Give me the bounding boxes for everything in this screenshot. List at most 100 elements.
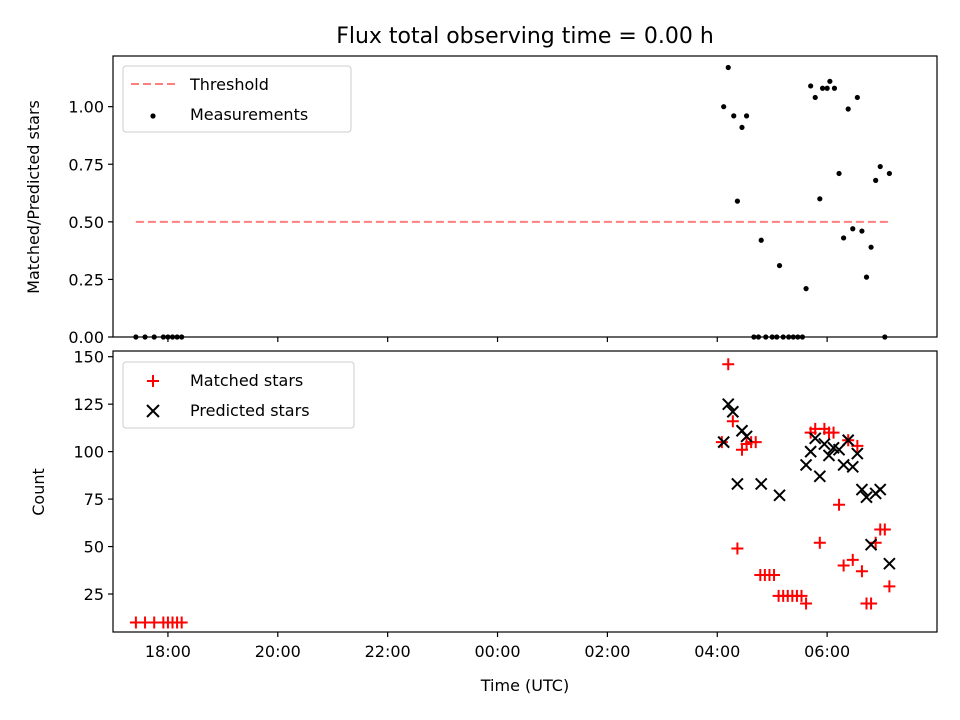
predicted-star-point [755,477,768,491]
measurement-point [743,113,750,119]
measurement-point [863,274,870,280]
top-legend-box [122,65,352,133]
matched-star-point [865,597,878,610]
predicted-star-point [841,434,855,447]
predicted-star-point [804,445,817,458]
matched-star-point [883,580,896,593]
matched-star-point [846,553,859,566]
predicted-star-point [864,538,878,551]
measurement-point [845,106,851,112]
y-tick-label: 0.25 [68,270,104,289]
x-tick-label: 22:00 [365,642,411,661]
matched-star-point [795,589,808,602]
measurement-point [854,94,860,101]
y-tick-label: 0.50 [68,213,104,232]
legend-predicted-label: Predicted stars [190,401,310,420]
bottom-legend: Matched stars Predicted stars [122,361,355,429]
bottom-plot-points [129,358,896,629]
y-tick-label: 50 [84,538,104,557]
predicted-star-point [740,430,753,443]
predicted-star-point [832,443,846,456]
x-tick-label: 02:00 [584,642,630,661]
x-tick-label: 00:00 [474,642,520,661]
x-tick-label: 06:00 [804,642,850,661]
measurement-point [850,226,856,232]
matched-star-point [813,536,826,549]
bottom-y-axis-label: Count [29,468,48,516]
predicted-star-point [837,458,850,472]
legend-measurements-marker [150,113,156,119]
matched-star-point [731,542,744,555]
bottom-legend-box [122,361,355,429]
predicted-star-point [809,432,822,445]
measurement-point [868,244,874,250]
y-tick-label: 125 [73,395,104,414]
measurement-point [831,85,838,91]
legend-measurements-label: Measurements [190,105,308,124]
x-tick-label: 20:00 [255,642,301,661]
top-plot-y-ticks: 0.00 0.25 0.50 0.75 1.00 [68,98,113,347]
measurement-point [817,196,823,202]
predicted-star-point [855,483,869,496]
x-axis-label: Time (UTC) [480,676,569,695]
predicted-star-point [717,435,730,449]
measurement-point [827,78,833,84]
predicted-star-point [883,557,896,570]
predicted-star-point [822,449,836,462]
top-legend: Threshold Measurements [122,65,352,133]
predicted-star-point [860,490,873,504]
x-tick-label: 04:00 [694,642,740,661]
predicted-star-point [799,458,813,472]
measurement-point [824,85,830,91]
measurement-point [841,235,847,241]
x-tick-label: 18:00 [145,642,191,661]
x-axis-ticks: 18:00 20:00 22:00 00:00 02:00 04:00 06:00 [145,337,850,661]
matched-star-point [855,565,868,578]
matched-star-point [837,559,850,572]
measurement-point [776,262,783,269]
y-tick-label: 100 [73,443,104,462]
y-tick-label: 0.00 [68,328,104,347]
y-tick-label: 150 [73,348,104,367]
top-y-axis-label: Matched/Predicted stars [24,100,43,294]
measurement-point [877,163,883,170]
predicted-star-point [846,460,859,474]
measurement-point [803,286,809,292]
matched-star-point [175,616,188,629]
y-tick-label: 25 [84,585,104,604]
measurement-point [859,228,865,234]
predicted-star-point [813,470,827,483]
y-tick-label: 75 [84,490,104,509]
chart-title: Flux total observing time = 0.00 h [336,24,714,49]
measurement-point [808,83,814,89]
matched-star-point [800,597,813,610]
predicted-star-point [722,397,735,411]
measurement-point [721,104,727,110]
y-tick-label: 0.75 [68,155,104,174]
bottom-plot-y-ticks: 25 50 75 100 125 150 [73,348,113,604]
top-plot-frame [112,55,938,338]
matched-star-point [827,426,840,439]
measurement-point [886,170,892,177]
legend-predicted-marker [146,404,160,418]
predicted-star-point [818,437,831,451]
measurement-point [819,85,826,91]
matched-star-point [768,569,781,582]
measurement-point [739,124,745,131]
matched-star-point [878,523,891,536]
measurement-point [873,177,879,183]
legend-matched-label: Matched stars [190,371,303,390]
predicted-star-point [731,477,744,491]
matched-star-point [715,436,728,449]
predicted-star-point [773,489,786,502]
legend-matched-marker [147,375,159,387]
measurement-point [758,237,764,243]
measurement-point [725,64,731,71]
measurement-point [836,170,842,177]
matched-star-point [833,498,846,511]
predicted-star-point [874,483,887,496]
matched-star-point [722,358,735,371]
measurement-point [731,113,737,119]
measurement-point [812,94,818,101]
measurement-point [734,198,741,204]
